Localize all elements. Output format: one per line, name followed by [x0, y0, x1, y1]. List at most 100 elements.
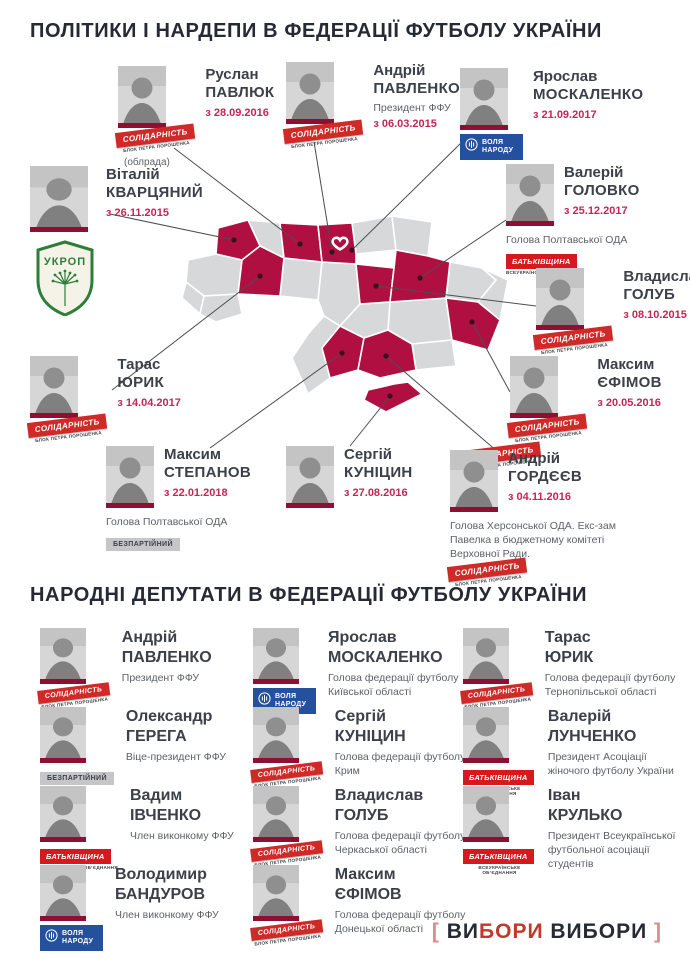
- person-text-block: Ярослав МОСКАЛЕНКО Голова федерації футбол…: [328, 628, 480, 699]
- section-title-deputies: НАРОДНІ ДЕПУТАТИ В ФЕДЕРАЦІЇ ФУТБОЛУ УКР…: [30, 584, 588, 606]
- person-name: Іван КРУЛЬКО: [548, 786, 690, 825]
- section-title-politicians: ПОЛІТИКИ І НАРДЕПИ В ФЕДЕРАЦІЇ ФУТБОЛУ У…: [30, 20, 603, 42]
- portrait-silhouette: [253, 865, 299, 921]
- membership-date: з 25.12.2017: [564, 204, 628, 217]
- person-subtitle: Голова Херсонської ОДА. Екс-зам Павелка …: [450, 520, 616, 561]
- portrait-photo: [286, 62, 334, 124]
- portrait-silhouette: [40, 707, 86, 763]
- map-region-highlight-cherkasy: [355, 263, 395, 305]
- person-last-name: ПАВЛЮК: [205, 84, 275, 102]
- party-badge-label: БАТЬКІВЩИНА: [463, 770, 534, 785]
- deputy-role: Голова федерації футболу Київської облас…: [328, 672, 459, 699]
- person-first-name: Вадим: [129, 787, 183, 804]
- person-text-block: Сергій КУНІЦИН Голова федерації футболу АР…: [335, 707, 487, 778]
- person-name: Тарас ЮРИК: [545, 628, 690, 667]
- photo-column: СОЛІДАРНІСТЬ БЛОК ПЕТРА ПОРОШЕНКА: [26, 356, 108, 444]
- volia-emblem-icon: [45, 928, 58, 948]
- deputy-role: Президент Асоціації жіночого футболу Укр…: [547, 751, 674, 778]
- person-first-name: Тарас: [117, 356, 161, 373]
- person-first-name: Руслан: [205, 66, 259, 83]
- portrait-silhouette: [30, 166, 88, 232]
- person-last-name: КВАРЦЯНИЙ: [106, 184, 203, 202]
- photo-column: СОЛІДАРНІСТЬ БЛОК ПЕТРА ПОРОШЕНКА: [250, 865, 323, 947]
- photo-column: [106, 446, 154, 508]
- portrait-silhouette: [463, 628, 509, 684]
- membership-date: з 26.11.2015: [106, 206, 169, 219]
- party-badge-volia-narodu: ВОЛЯ НАРОДУ: [40, 925, 103, 951]
- person-first-name: Владислав: [623, 268, 690, 285]
- map-region-gray: [279, 257, 323, 301]
- party-badge-subtext: ВСЕУКРАЇНСЬКЕ ОБ’ЄДНАННЯ: [478, 865, 521, 875]
- person-text-block: Максим ЄФІМОВ з 20.05.2016: [597, 356, 690, 409]
- party-badge-volia-narodu: ВОЛЯ НАРОДУ: [460, 134, 523, 160]
- photo-column: БЕЗПАРТІЙНИЙ: [40, 707, 114, 785]
- person-name: Владислав ГОЛУБ: [335, 786, 487, 825]
- map-region-highlight-crimea: [362, 381, 424, 413]
- person-last-name: ЄФІМОВ: [334, 885, 402, 903]
- person-last-name: ГОЛУБ: [334, 806, 389, 824]
- photo-name-row: Валерій ГОЛОВКО з 25.12.2017: [506, 164, 664, 226]
- ukrop-shield-icon: [36, 240, 94, 317]
- party-badge-label: БАТЬКІВЩИНА: [463, 849, 534, 864]
- person-card-stepanov: Максим СТЕПАНОВ з 22.01.2018 Голова Полтавс…: [106, 446, 276, 552]
- portrait-photo: [463, 707, 509, 763]
- person-text-block: Сергій КУНІЦИН з 27.08.2016: [344, 446, 454, 499]
- person-name: Андрій ПАВЛЕНКО: [122, 628, 212, 667]
- person-first-name: Максим: [164, 446, 221, 463]
- deputy-role: Голова федерації футболу Черкаської обла…: [334, 830, 466, 857]
- map-region-highlight-poltava: [389, 249, 451, 303]
- portrait-photo: [40, 786, 86, 842]
- portrait-silhouette: [463, 786, 509, 842]
- person-first-name: Ярослав: [328, 629, 397, 646]
- person-name: Андрій ГОРДЄЄВ: [508, 450, 618, 487]
- person-first-name: Максим: [334, 866, 396, 883]
- person-last-name: БАНДУРОВ: [115, 885, 206, 903]
- person-name: Ярослав МОСКАЛЕНКО: [533, 68, 658, 105]
- person-name: Олександр ГЕРЕГА: [126, 707, 226, 746]
- photo-name-row: Максим СТЕПАНОВ з 22.01.2018: [106, 446, 274, 508]
- membership-date: з 04.11.2016: [508, 490, 571, 503]
- portrait-silhouette: [40, 786, 86, 842]
- person-last-name: ГЕРЕГА: [125, 727, 187, 745]
- portrait-photo: [450, 450, 498, 512]
- person-name: Вадим ІВЧЕНКО: [130, 786, 234, 825]
- deputy-role: Президент Всеукраїнської футбольної асоц…: [547, 830, 676, 871]
- portrait-photo: [253, 628, 299, 684]
- portrait-photo: [40, 707, 86, 763]
- portrait-photo: [40, 865, 86, 921]
- person-note: (облрада): [124, 157, 170, 168]
- portrait-photo: [460, 68, 508, 130]
- person-last-name: КРУЛЬКО: [547, 806, 623, 824]
- deputy-card-бандуров: ВОЛЯ НАРОДУ Володимир БАНДУРОВ Член виконко…: [40, 865, 219, 951]
- photo-column: ВОЛЯ НАРОДУ: [40, 865, 103, 951]
- portrait-photo: [463, 628, 509, 684]
- person-last-name: ГОЛУБ: [623, 286, 676, 304]
- person-name: Андрій ПАВЛЕНКО: [373, 62, 493, 99]
- person-text-block: Валерій ЛУНЧЕНКО Президент Асоціації жіноч…: [548, 707, 690, 778]
- person-text-block: Валерій ГОЛОВКО з 25.12.2017: [564, 164, 664, 217]
- person-role: Президент ФФУ: [373, 101, 451, 114]
- portrait-silhouette: [460, 68, 508, 130]
- person-text-block: Максим СТЕПАНОВ з 22.01.2018: [164, 446, 274, 499]
- deputy-card-юрик: СОЛІДАРНІСТЬ БЛОК ПЕТРА ПОРОШЕНКА Тарас ЮРИ…: [460, 628, 690, 710]
- person-card-kvartsianyi: УКРОП Віталій КВАРЦЯНИЙ з 26.11.2015: [30, 166, 226, 317]
- person-first-name: Владислав: [334, 787, 424, 804]
- portrait-silhouette: [286, 446, 334, 508]
- person-first-name: Іван: [547, 787, 581, 804]
- person-text-block: Іван КРУЛЬКО Президент Всеукраїнської футб…: [548, 786, 690, 872]
- portrait-photo: [30, 166, 88, 232]
- deputy-card-єфімов: СОЛІДАРНІСТЬ БЛОК ПЕТРА ПОРОШЕНКА Максим ЄФ…: [250, 865, 487, 947]
- party-badge-label: БАТЬКІВЩИНА: [506, 254, 577, 270]
- person-subtitle: Голова Полтавської ОДА: [106, 516, 228, 528]
- portrait-silhouette: [40, 628, 86, 684]
- party-badge-bezpartiinyi: БЕЗПАРТІЙНИЙ: [40, 767, 114, 785]
- deputy-card-куніцин: СОЛІДАРНІСТЬ БЛОК ПЕТРА ПОРОШЕНКА Сергій КУ…: [250, 707, 487, 789]
- deputy-role: Голова федерації футболу АР Крим: [334, 751, 483, 778]
- membership-date: з 28.09.2016: [205, 106, 269, 119]
- portrait-photo: [463, 786, 509, 842]
- portrait-silhouette: [40, 865, 86, 921]
